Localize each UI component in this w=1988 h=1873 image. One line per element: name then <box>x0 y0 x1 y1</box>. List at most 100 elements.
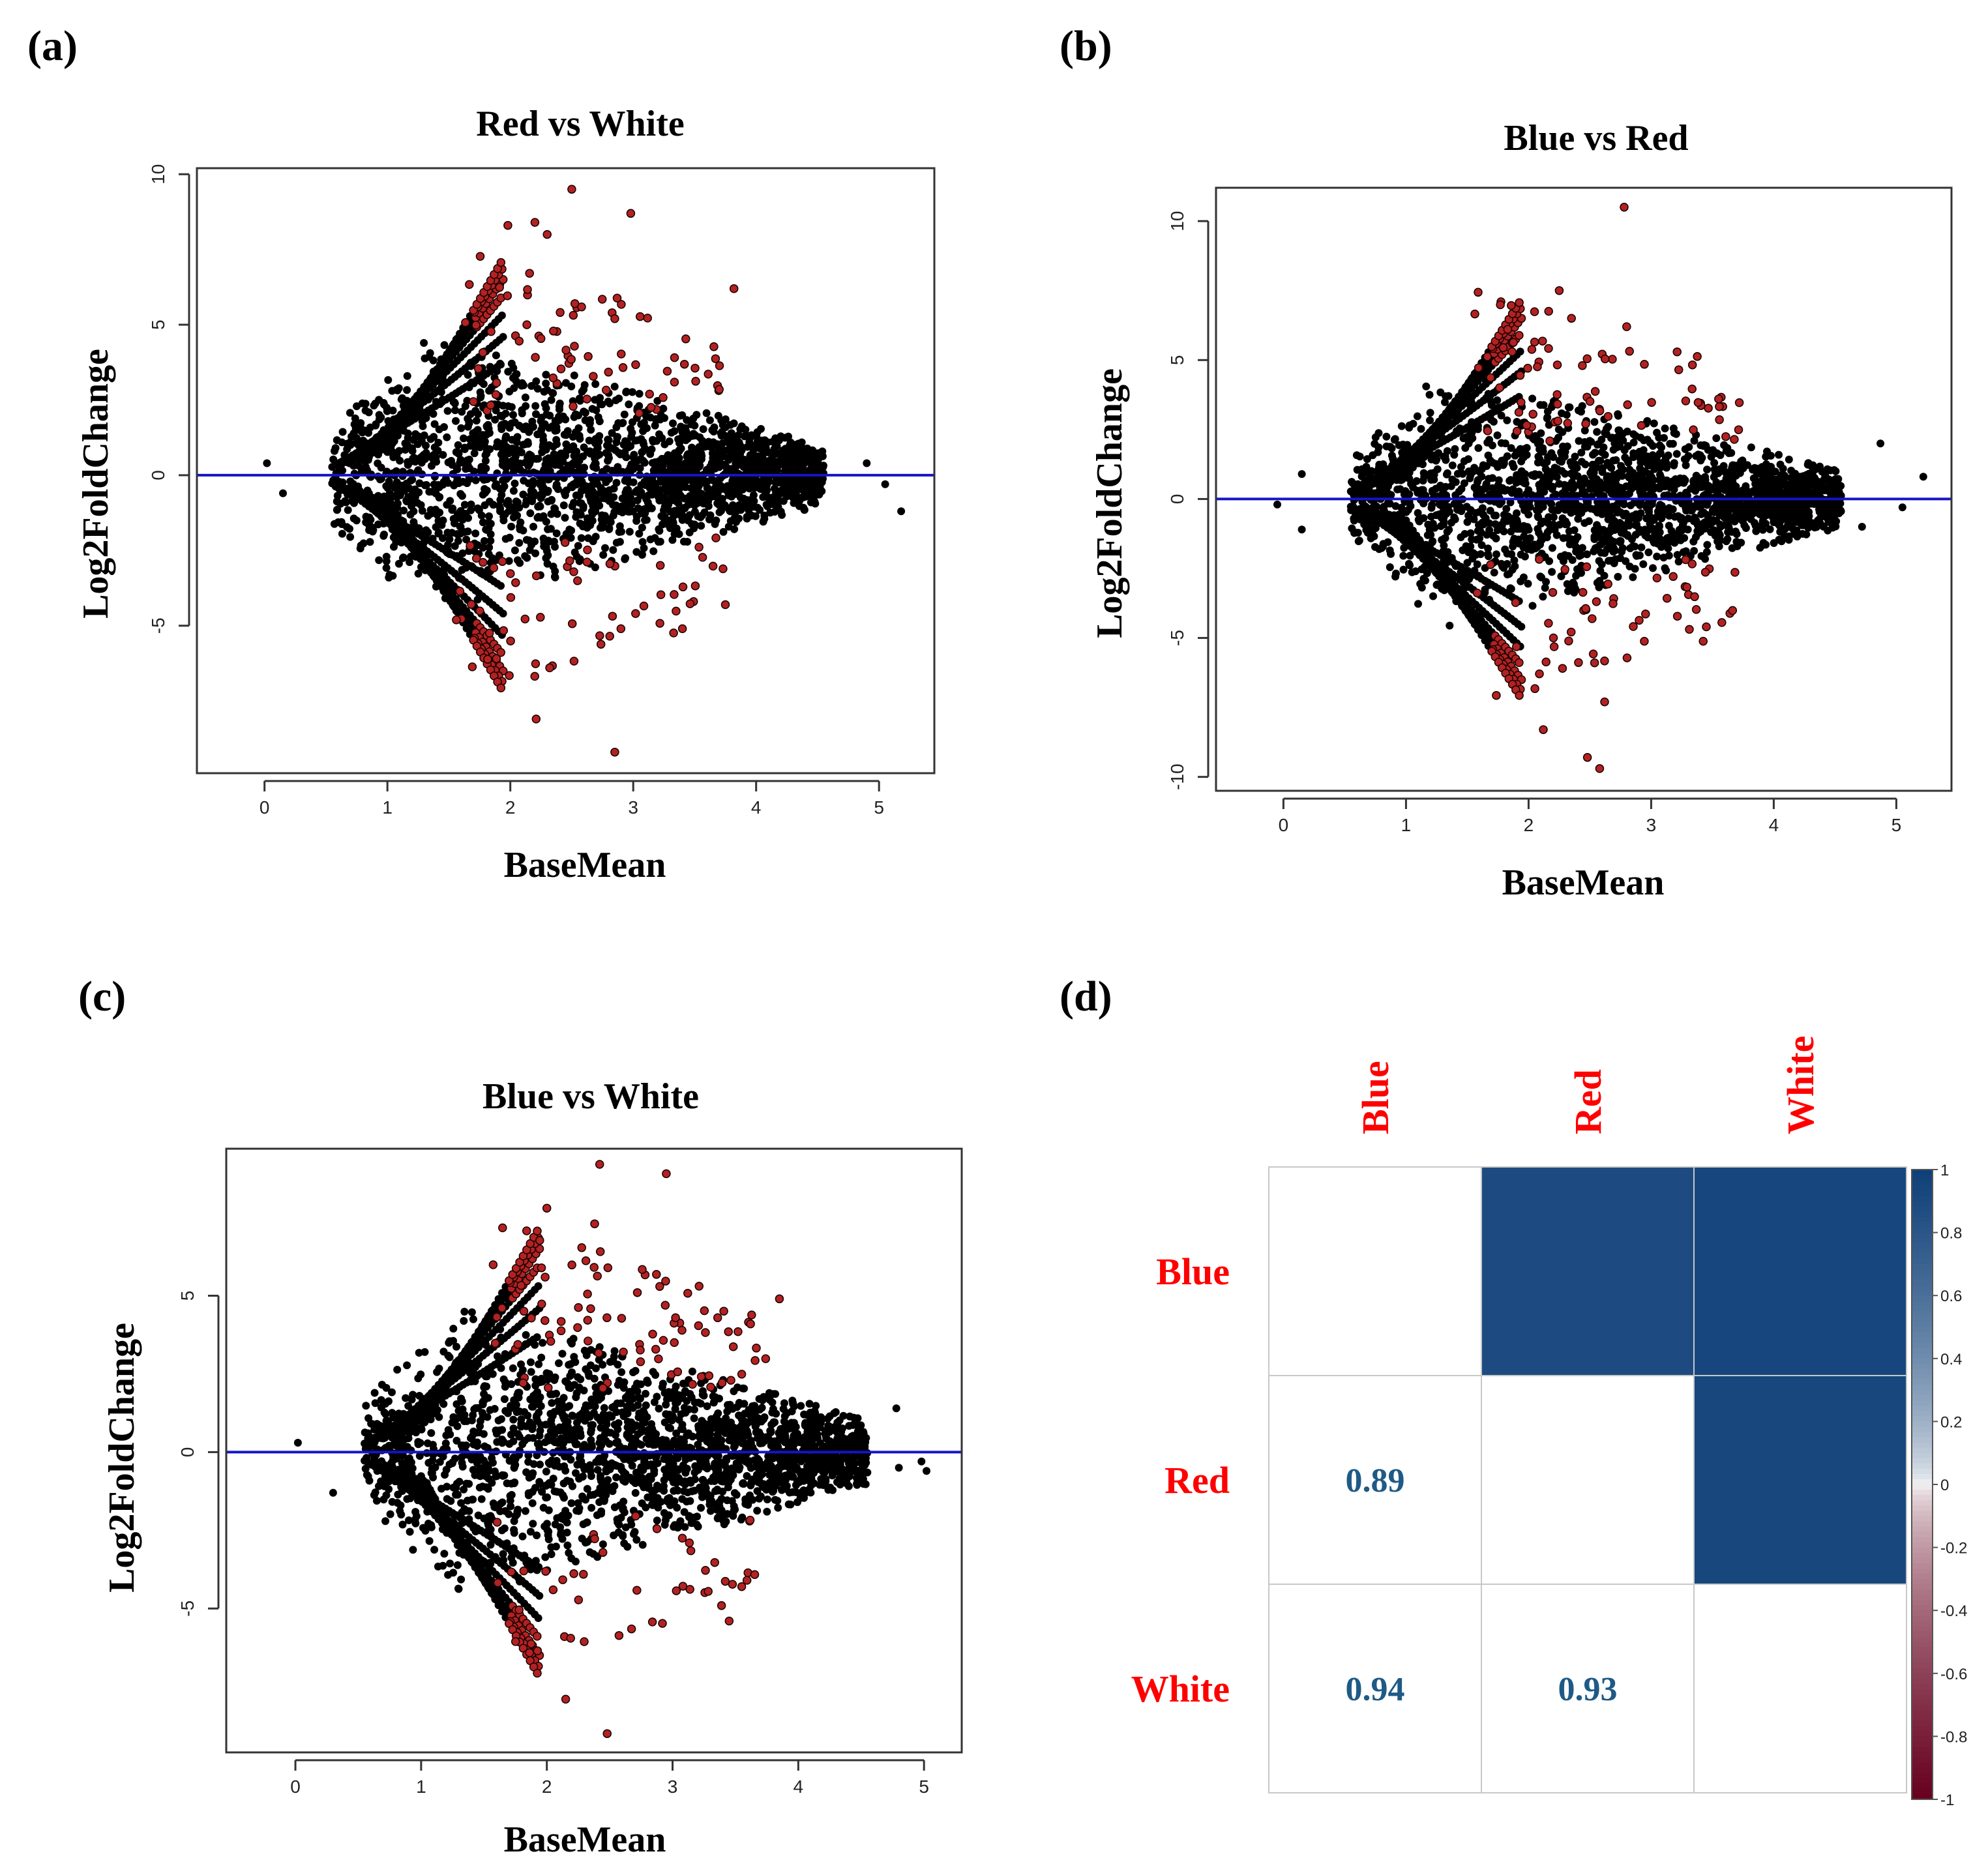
data-point <box>606 399 614 407</box>
data-point <box>338 479 347 486</box>
data-point <box>666 457 674 465</box>
data-point <box>520 477 528 485</box>
data-point <box>705 515 713 524</box>
significant-data-point <box>720 600 730 610</box>
data-point <box>1382 442 1391 450</box>
data-point <box>462 535 471 544</box>
data-point <box>596 524 604 532</box>
data-point <box>1392 569 1400 578</box>
data-point <box>366 538 374 546</box>
data-point <box>552 529 561 538</box>
data-point <box>454 441 462 449</box>
data-point <box>756 452 765 461</box>
data-point <box>1625 465 1634 474</box>
significant-data-point <box>569 656 579 666</box>
data-point <box>790 446 799 454</box>
data-point <box>361 446 370 454</box>
data-point <box>443 433 451 441</box>
data-point <box>501 420 509 429</box>
data-point <box>1580 480 1588 488</box>
data-point <box>1669 505 1677 514</box>
data-point <box>485 429 494 437</box>
data-point <box>1485 595 1494 604</box>
data-point <box>349 456 358 464</box>
significant-data-point <box>491 390 501 399</box>
data-point <box>434 528 443 537</box>
data-point <box>1637 543 1646 552</box>
data-point <box>344 506 352 514</box>
data-point <box>456 329 464 338</box>
data-point <box>545 424 553 432</box>
data-point <box>666 476 674 484</box>
data-point <box>548 460 557 468</box>
data-point <box>512 438 521 447</box>
data-point <box>533 385 542 393</box>
data-point <box>1397 422 1406 430</box>
data-point <box>635 402 644 410</box>
data-point <box>451 398 458 407</box>
data-point <box>774 490 782 499</box>
data-point <box>635 390 644 398</box>
data-point <box>709 428 718 435</box>
data-point <box>522 402 530 410</box>
data-point <box>423 409 431 417</box>
data-point <box>438 380 447 389</box>
data-point <box>535 501 544 510</box>
data-point <box>507 359 516 368</box>
data-point <box>370 438 379 447</box>
data-point <box>817 465 825 473</box>
data-point <box>787 458 795 466</box>
data-point <box>806 479 814 488</box>
significant-data-point <box>643 314 652 323</box>
significant-data-point <box>605 632 614 641</box>
data-point <box>578 477 586 486</box>
significant-data-point <box>669 628 678 638</box>
data-point <box>1437 433 1446 441</box>
data-point <box>724 522 733 531</box>
data-point <box>511 418 519 426</box>
data-point <box>279 489 287 497</box>
data-point <box>542 379 550 388</box>
significant-data-point <box>589 372 598 381</box>
data-point <box>632 512 641 521</box>
data-point <box>1614 572 1622 581</box>
data-point <box>723 437 732 445</box>
data-point <box>766 509 775 517</box>
data-point <box>399 553 408 561</box>
data-point <box>263 459 271 467</box>
data-point <box>570 371 578 379</box>
data-point <box>1405 465 1413 473</box>
data-point <box>553 510 561 518</box>
data-point <box>678 411 687 419</box>
data-point <box>624 467 632 475</box>
significant-data-point <box>582 557 592 567</box>
significant-data-point <box>503 291 512 301</box>
data-point <box>1710 459 1719 467</box>
data-point <box>486 537 495 545</box>
data-point <box>750 497 758 505</box>
data-point <box>685 497 694 506</box>
significant-data-point <box>467 600 476 609</box>
significant-data-point <box>685 599 695 608</box>
data-point <box>1621 453 1629 462</box>
significant-data-point <box>704 370 713 379</box>
data-point <box>532 377 541 385</box>
significant-data-point <box>601 385 611 395</box>
data-point <box>616 507 624 516</box>
data-point <box>454 479 462 487</box>
data-point <box>621 437 629 445</box>
significant-data-point <box>610 314 619 323</box>
data-point <box>1427 512 1436 521</box>
data-point <box>769 457 778 465</box>
data-point <box>624 507 632 516</box>
data-point <box>432 453 440 462</box>
data-point <box>1612 443 1621 452</box>
data-point <box>615 528 623 536</box>
data-point <box>368 448 376 456</box>
data-point <box>1665 552 1673 560</box>
significant-data-point <box>670 590 679 599</box>
data-point <box>444 479 452 487</box>
data-point <box>432 582 440 591</box>
data-point <box>699 425 707 434</box>
data-point <box>338 428 347 436</box>
